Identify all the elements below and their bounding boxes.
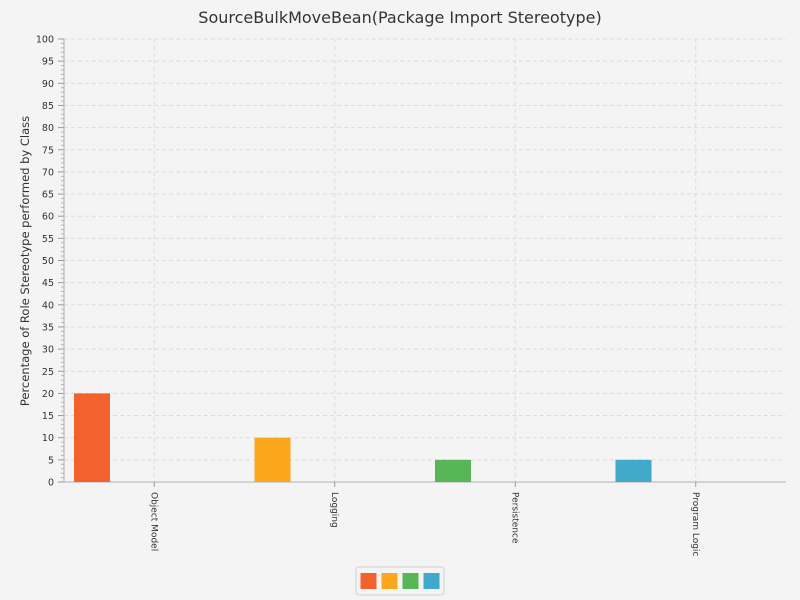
y-tick-label: 85 [42, 101, 54, 112]
legend [355, 566, 445, 596]
y-tick-label: 70 [42, 167, 54, 178]
x-axis: Object Model Logging Persistence Program Lo… [148, 482, 700, 556]
y-tick-label: 30 [42, 345, 54, 356]
x-tick-label: Persistence [509, 492, 519, 544]
y-tick-label: 95 [42, 57, 54, 68]
bars [74, 393, 652, 482]
y-tick-label: 75 [42, 145, 54, 156]
x-tick-label: Logging [329, 492, 339, 528]
bar [435, 459, 471, 482]
y-tick-label: 25 [42, 367, 54, 378]
y-tick-label: 65 [42, 190, 54, 201]
legend-box [355, 566, 445, 596]
y-tick-label: 90 [42, 79, 54, 90]
y-tick-label: 40 [42, 300, 54, 311]
y-tick-label: 60 [42, 212, 54, 223]
y-tick-label: 55 [42, 234, 54, 245]
legend-swatch [360, 573, 377, 589]
y-tick-label: 35 [42, 322, 54, 333]
y-tick-label: 20 [42, 389, 54, 400]
y-axis-label: Percentage of Role Stereotype performed … [18, 116, 32, 406]
bar [74, 393, 110, 482]
y-tick-label: 100 [36, 35, 54, 46]
bar [615, 459, 652, 482]
y-tick-label: 45 [42, 278, 54, 289]
grid-lines [64, 38, 786, 482]
y-tick-label: 10 [42, 433, 54, 444]
legend-swatch [423, 573, 440, 589]
y-axis: 0 5 10 15 20 25 30 35 40 45 50 55 60 65 70 75 80 85 90 95 10… [36, 35, 786, 489]
legend-swatch [381, 573, 398, 589]
chart-title: SourceBulkMoveBean(Package Import Stereo… [198, 8, 601, 27]
y-tick-label: 50 [42, 256, 54, 267]
y-tick-label: 80 [42, 123, 54, 134]
x-tick-label: Program Logic [690, 492, 700, 556]
y-tick-label: 0 [48, 478, 54, 489]
y-tick-label: 5 [48, 455, 54, 466]
bar [254, 437, 291, 482]
y-tick-label: 15 [42, 411, 54, 422]
legend-swatch [402, 573, 419, 589]
x-tick-label: Object Model [148, 492, 158, 551]
